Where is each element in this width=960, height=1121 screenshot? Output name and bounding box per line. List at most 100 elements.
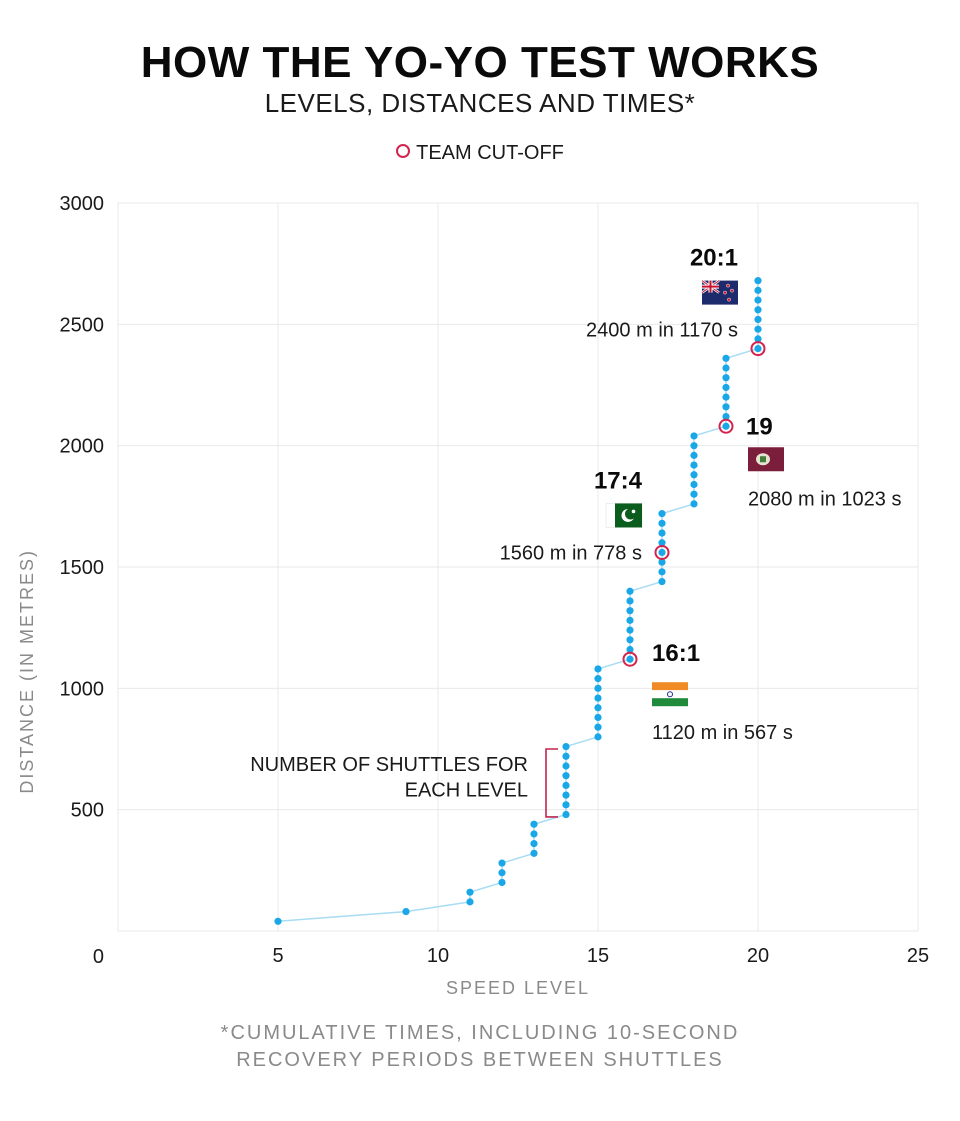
shuttle-point (466, 898, 474, 906)
shuttle-point (754, 345, 762, 353)
shuttle-point (658, 568, 666, 576)
x-tick-label: 5 (272, 945, 283, 967)
cutoff-marker (750, 341, 766, 357)
cutoff-note: 1120 m in 567 s (652, 722, 793, 744)
x-axis-label: SPEED LEVEL (446, 978, 590, 998)
shuttle-point (754, 306, 762, 314)
cutoff-marker (718, 418, 734, 434)
shuttle-point (658, 529, 666, 537)
shuttle-point (658, 519, 666, 527)
shuttle-point (594, 704, 602, 712)
x-tick-label: 25 (907, 945, 929, 967)
shuttle-point (722, 364, 730, 372)
chart-title: HOW THE YO-YO TEST WORKS (140, 38, 820, 87)
shuttle-point (498, 878, 506, 887)
flag-stripe (652, 682, 688, 691)
flag-star (631, 509, 636, 514)
y-tick-label: 500 (71, 800, 104, 822)
axis-labels: SPEED LEVEL DISTANCE (IN METRES) (17, 549, 590, 998)
shuttles-annotation-line-1: NUMBER OF SHUTTLES FOR (250, 754, 528, 776)
shuttle-point (754, 335, 762, 343)
shuttle-point (722, 374, 730, 382)
shuttle-point (690, 451, 698, 459)
shuttle-point (754, 325, 762, 333)
flag-stripe (652, 698, 688, 707)
flag-pakistan-icon (605, 503, 643, 528)
shuttle-point (690, 500, 698, 508)
shuttle-point (498, 869, 506, 877)
shuttle-point (594, 665, 602, 673)
shuttle-point (530, 830, 538, 838)
shuttle-point (626, 636, 634, 644)
shuttle-point (594, 684, 602, 692)
cutoff-label: 20:1 (690, 245, 738, 272)
shuttle-point (626, 607, 634, 615)
flag-west-indies-icon (748, 447, 784, 472)
shuttle-point (626, 616, 634, 624)
shuttle-point (562, 810, 570, 819)
shuttle-point (754, 315, 762, 324)
shuttle-point (594, 723, 602, 731)
shuttle-point (594, 694, 602, 702)
shuttle-point (722, 403, 730, 411)
shuttle-point (562, 791, 570, 799)
flag-cross-red (702, 285, 719, 288)
cutoff-note: 2400 m in 1170 s (586, 320, 738, 342)
shuttle-point (754, 277, 762, 285)
y-tick-label: 2000 (60, 436, 105, 458)
flag-star (727, 297, 731, 302)
y-tick-label: 3000 (60, 193, 105, 215)
shuttle-point (658, 510, 666, 518)
legend: TEAM CUT-OFF (0, 142, 960, 165)
x-tick-label: 15 (587, 945, 609, 967)
cutoff-label: 16:1 (652, 640, 700, 667)
footnote: *CUMULATIVE TIMES, INCLUDING 10-SECOND R… (0, 1020, 960, 1074)
shuttle-point (498, 859, 506, 867)
cutoff-note: 2080 m in 1023 s (748, 488, 901, 510)
shuttle-point (562, 742, 570, 751)
shuttle-point (722, 383, 730, 392)
shuttle-point (562, 752, 570, 760)
flag-star (726, 283, 730, 288)
shuttle-point (530, 820, 538, 828)
flag-stripe (652, 690, 688, 699)
annotations: 16:1 1120 m in 567 s 17:4 1560 m in 778 s 19… (250, 245, 901, 818)
cutoff-marker (622, 651, 638, 667)
flag-india-icon (652, 682, 688, 707)
shuttle-point (722, 412, 730, 421)
shuttle-point (658, 577, 666, 586)
shuttle-point (530, 840, 538, 848)
cutoff-label: 17:4 (594, 467, 643, 494)
shuttle-point (562, 762, 570, 770)
shuttle-point (626, 587, 634, 595)
cutoff-marker-icon (396, 144, 411, 158)
shuttle-points (274, 277, 762, 925)
shuttle-point (274, 917, 282, 925)
shuttle-point (722, 354, 730, 362)
y-axis-label: DISTANCE (IN METRES) (17, 549, 37, 794)
flags (605, 279, 784, 707)
shuttle-point (626, 626, 634, 634)
shuttle-point (562, 801, 570, 809)
flag-emblem-tree (760, 456, 766, 463)
x-tick-label: 20 (747, 945, 769, 967)
shuttle-point (754, 286, 762, 294)
shuttle-point (754, 296, 762, 304)
footnote-line-2: RECOVERY PERIODS BETWEEN SHUTTLES (236, 1049, 724, 1071)
shuttle-point (690, 490, 698, 498)
shuttle-point (626, 655, 634, 663)
shuttle-point (690, 432, 698, 440)
shuttles-annotation-line-2: EACH LEVEL (405, 779, 528, 801)
distance-line (277, 280, 759, 923)
shuttle-point (466, 888, 474, 896)
flag-new-zealand-icon (701, 279, 738, 305)
shuttle-point (626, 597, 634, 605)
shuttle-point (530, 849, 538, 857)
footnote-line-1: *CUMULATIVE TIMES, INCLUDING 10-SECOND (220, 1022, 740, 1044)
shuttle-point (594, 675, 602, 683)
flag-star (723, 290, 727, 295)
shuttle-point (690, 442, 698, 450)
cutoff-marker (654, 544, 670, 560)
shuttle-point (594, 733, 602, 741)
